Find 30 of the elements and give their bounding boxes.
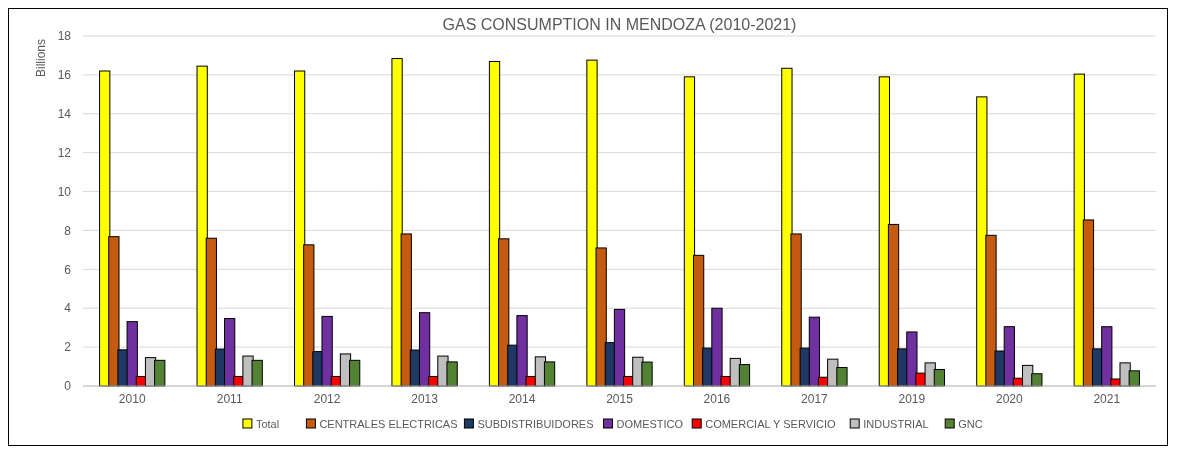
x-tick-label: 2021 — [1093, 392, 1121, 406]
x-tick-label: 2010 — [118, 392, 146, 406]
y-tick-label: 10 — [57, 184, 72, 199]
x-tick-label: 2015 — [606, 392, 634, 406]
y-tick-label: 6 — [64, 262, 72, 277]
legend-label: GNC — [958, 418, 983, 430]
y-tick-label: 16 — [57, 68, 72, 83]
x-tick-label: 2013 — [411, 392, 439, 406]
legend-label: CENTRALES ELECTRICAS — [319, 418, 458, 430]
x-tick-label: 2020 — [995, 392, 1023, 406]
x-tick-label: 2014 — [508, 392, 536, 406]
legend-label: DOMESTICO — [616, 418, 684, 430]
y-axis-title: Billions — [34, 38, 48, 78]
x-tick-label: 2017 — [801, 392, 829, 406]
legend-label: Total — [255, 418, 280, 430]
chart-title: GAS CONSUMPTION IN MENDOZA (2010-2021) — [442, 16, 797, 33]
y-tick-label: 18 — [57, 29, 72, 44]
x-tick-label: 2019 — [898, 392, 926, 406]
y-tick-label: 4 — [64, 301, 72, 316]
y-tick-label: 12 — [57, 145, 72, 160]
legend-label: SUBDISTRIBUIDORES — [477, 418, 594, 430]
x-tick-label: 2012 — [313, 392, 341, 406]
y-tick-label: 0 — [64, 379, 72, 394]
legend-label: INDUSTRIAL — [863, 418, 929, 430]
y-tick-label: 14 — [57, 106, 72, 121]
y-tick-label: 2 — [64, 340, 72, 355]
x-tick-label: 2011 — [216, 392, 243, 406]
x-tick-label: 2016 — [703, 392, 731, 406]
legend-label: COMERCIAL Y SERVICIO — [705, 418, 837, 430]
y-tick-label: 8 — [64, 223, 72, 238]
